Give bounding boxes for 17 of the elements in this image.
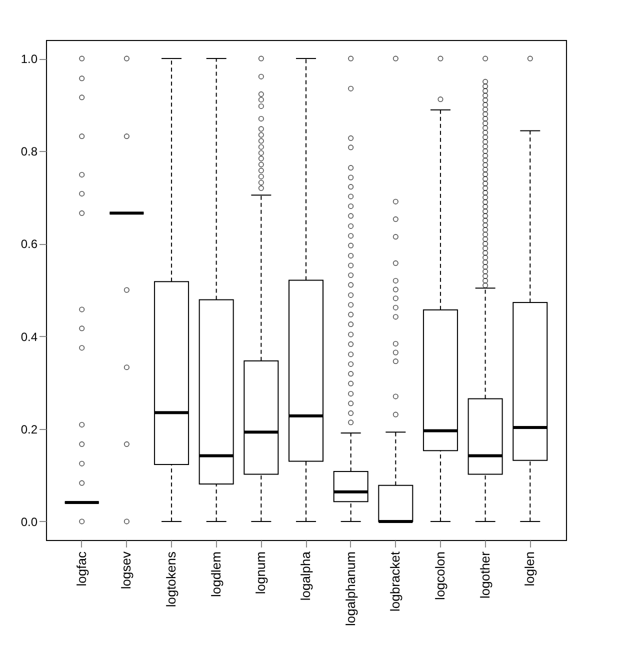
- y-tick-label: 0.4: [20, 330, 38, 344]
- x-tick-label: loglen: [522, 552, 538, 586]
- x-tick-label: logalpha: [298, 550, 313, 601]
- x-tick-label: logfac: [74, 551, 89, 586]
- x-tick-label: logother: [477, 550, 492, 598]
- x-tick-label: logsev: [118, 551, 134, 590]
- x-tick-label: logalphanum: [342, 552, 358, 626]
- y-tick-label: 0.8: [20, 144, 38, 159]
- y-tick-label: 0.2: [20, 422, 38, 436]
- y-tick-label: 0.0: [20, 514, 38, 529]
- x-tick-label: logcolon: [432, 552, 448, 600]
- x-tick-label: logtokens: [164, 551, 179, 608]
- y-tick-label: 0.6: [20, 237, 38, 252]
- x-tick-label: lognum: [253, 552, 268, 594]
- x-tick-label: logdlem: [208, 552, 224, 598]
- y-tick-label: 1.0: [20, 52, 38, 66]
- x-tick-label: logbracket: [388, 551, 403, 612]
